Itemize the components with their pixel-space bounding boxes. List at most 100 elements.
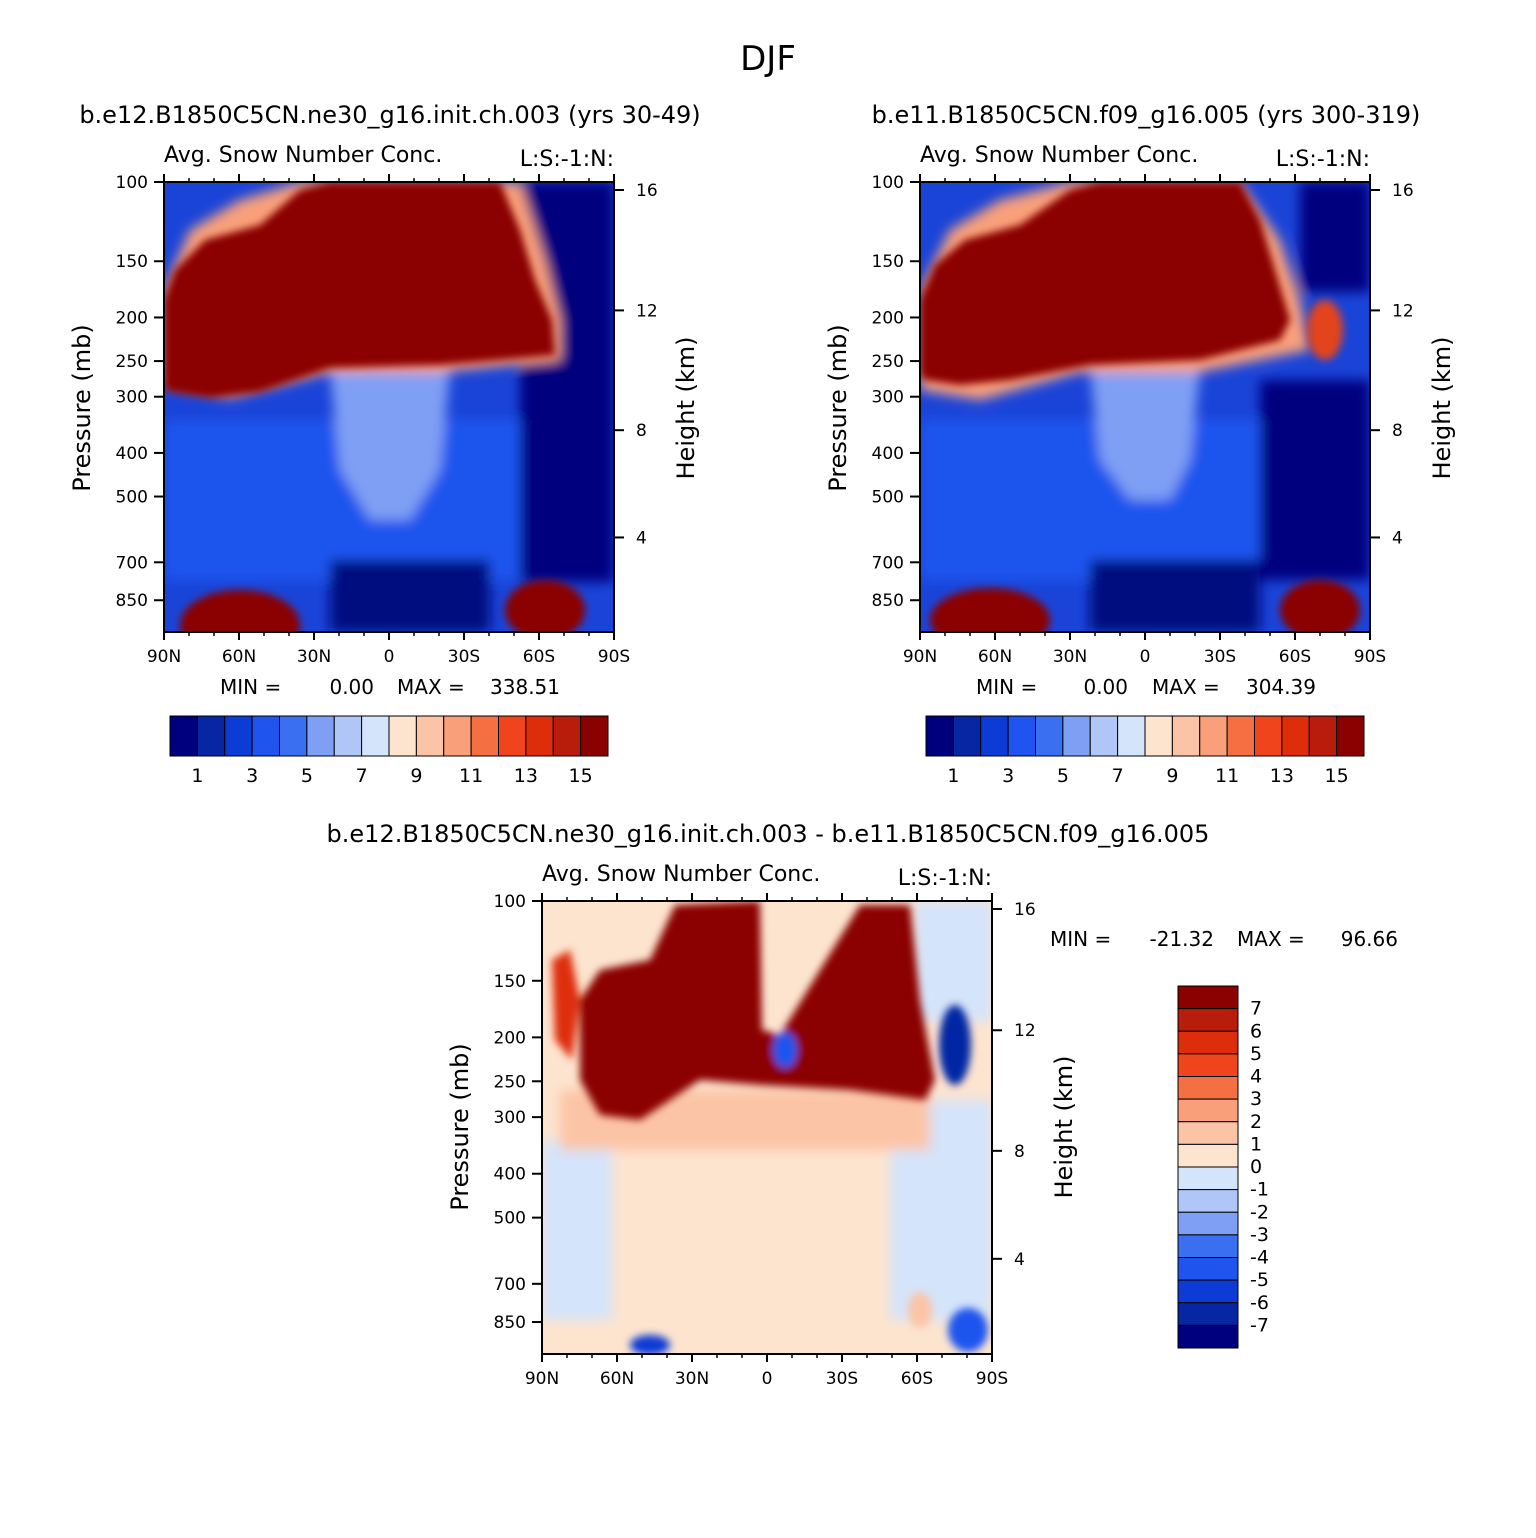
panel-variable-title: Avg. Snow Number Conc. bbox=[542, 862, 820, 887]
colorbar-swatch bbox=[980, 715, 1009, 757]
x-tick-label: 0 bbox=[384, 647, 395, 667]
panel-run-title: b.e12.B1850C5CN.ne30_g16.init.ch.003 (yr… bbox=[79, 101, 700, 129]
min-label: MIN = bbox=[220, 675, 281, 699]
colorbar-label: 3 bbox=[246, 765, 258, 787]
colorbar-swatch bbox=[1177, 1143, 1239, 1168]
figure-title: DJF bbox=[740, 39, 796, 79]
field-positive-difference bbox=[580, 901, 935, 1120]
colorbar-swatch bbox=[1199, 715, 1228, 757]
colorbar-swatch bbox=[1177, 1053, 1239, 1077]
colorbar-swatch bbox=[1177, 1302, 1239, 1326]
colorbar-swatch bbox=[925, 715, 954, 757]
y-tick-label: 150 bbox=[494, 972, 526, 992]
colorbar-swatch bbox=[1281, 715, 1310, 757]
x-tick-label: 60S bbox=[1279, 647, 1311, 667]
field-lower-mid bbox=[1090, 560, 1260, 632]
y-tick-label: 250 bbox=[116, 352, 148, 372]
y-axis-label: Pressure (mb) bbox=[824, 324, 852, 491]
colorbar-swatch bbox=[1089, 715, 1119, 757]
colorbar-swatch bbox=[1336, 715, 1365, 757]
panel-run-title: b.e11.B1850C5CN.f09_g16.005 (yrs 300-319… bbox=[872, 101, 1421, 129]
colorbar-label: 13 bbox=[514, 765, 538, 787]
colorbar-swatch bbox=[1144, 715, 1173, 757]
colorbar-swatch bbox=[1226, 715, 1255, 757]
colorbar-label: 15 bbox=[569, 765, 593, 787]
y-right-tick-label: 16 bbox=[636, 181, 658, 201]
y-tick-label: 100 bbox=[872, 173, 904, 193]
max-label: MAX = bbox=[1152, 675, 1220, 699]
colorbar-label: 6 bbox=[1250, 1020, 1262, 1042]
panel-variable-title: Avg. Snow Number Conc. bbox=[920, 143, 1198, 168]
min-label: MIN = bbox=[1050, 927, 1111, 951]
contour-field bbox=[164, 182, 614, 632]
y-right-tick-label: 12 bbox=[1392, 301, 1414, 321]
colorbar-swatch bbox=[1177, 1166, 1239, 1191]
x-tick-label: 90N bbox=[903, 647, 937, 667]
colorbar-swatch bbox=[470, 715, 499, 757]
colorbar-swatch bbox=[1177, 1279, 1239, 1304]
colorbar-label: 5 bbox=[1250, 1043, 1262, 1065]
y-tick-label: 100 bbox=[116, 173, 148, 193]
field-sh-secondary-max bbox=[1307, 300, 1343, 360]
max-value: 304.39 bbox=[1246, 675, 1316, 699]
x-tick-label: 90N bbox=[525, 1369, 559, 1389]
field-surface-negative-west bbox=[630, 1335, 670, 1354]
colorbar-swatch bbox=[251, 715, 280, 757]
colorbar-swatch bbox=[1177, 1211, 1239, 1236]
y-tick-label: 150 bbox=[872, 252, 904, 272]
colorbar-label: 1 bbox=[947, 765, 959, 787]
field-nh-lowlevel-max bbox=[930, 588, 1050, 632]
y-right-tick-label: 8 bbox=[1392, 421, 1403, 441]
colorbar-label: 7 bbox=[1250, 998, 1262, 1020]
colorbar-label: 4 bbox=[1250, 1066, 1262, 1088]
field-sh-lowlevel-max bbox=[505, 580, 585, 632]
panel-difference: b.e12.B1850C5CN.ne30_g16.init.ch.003 - b… bbox=[327, 820, 1398, 1389]
field-east-negative-core bbox=[939, 1005, 971, 1085]
colorbar-label: 11 bbox=[459, 765, 483, 787]
max-label: MAX = bbox=[1237, 927, 1305, 951]
colorbar-swatch bbox=[1177, 1098, 1239, 1123]
y-tick-label: 250 bbox=[494, 1072, 526, 1092]
min-value: 0.00 bbox=[1083, 675, 1128, 699]
colorbar-label: 15 bbox=[1325, 765, 1349, 787]
field-surface-negative-east bbox=[948, 1308, 988, 1352]
colorbar-label: 7 bbox=[1112, 765, 1124, 787]
y-tick-label: 300 bbox=[494, 1108, 526, 1128]
colorbar-swatch bbox=[279, 715, 308, 757]
y-right-tick-label: 8 bbox=[1014, 1142, 1025, 1162]
x-tick-label: 60N bbox=[978, 647, 1012, 667]
colorbar-label: 3 bbox=[1250, 1088, 1262, 1110]
colorbar-swatch bbox=[1177, 1257, 1239, 1281]
y-tick-label: 500 bbox=[494, 1209, 526, 1229]
colorbar-label: 2 bbox=[1250, 1111, 1262, 1133]
colorbar-label: -4 bbox=[1250, 1247, 1269, 1269]
x-tick-label: 90S bbox=[976, 1369, 1008, 1389]
y-right-tick-label: 4 bbox=[636, 528, 647, 548]
y-tick-label: 850 bbox=[872, 591, 904, 611]
y-tick-label: 400 bbox=[494, 1165, 526, 1185]
colorbar-label: 9 bbox=[410, 765, 422, 787]
y-tick-label: 500 bbox=[116, 488, 148, 508]
y-tick-label: 400 bbox=[872, 444, 904, 464]
colorbar-swatch bbox=[1177, 1008, 1239, 1032]
colorbar-label: 5 bbox=[1057, 765, 1069, 787]
field-upper-maximum bbox=[920, 182, 1290, 385]
colorbar-swatch bbox=[952, 715, 982, 757]
x-tick-label: 30S bbox=[448, 647, 480, 667]
colorbar-swatch bbox=[169, 715, 198, 757]
colorbar-label: 0 bbox=[1250, 1156, 1262, 1178]
colorbar-swatch bbox=[1177, 1324, 1239, 1349]
colorbar-swatch bbox=[1308, 715, 1338, 757]
max-value: 96.66 bbox=[1341, 927, 1398, 951]
x-tick-label: 30N bbox=[297, 647, 331, 667]
field-top-right-negative bbox=[915, 901, 992, 1021]
field-lower-mid bbox=[330, 560, 490, 632]
panel-top-right: b.e11.B1850C5CN.f09_g16.005 (yrs 300-319… bbox=[824, 101, 1456, 787]
contour-field bbox=[542, 901, 992, 1354]
x-tick-label: 30S bbox=[826, 1369, 858, 1389]
contour-field bbox=[920, 182, 1370, 632]
colorbar-swatch bbox=[388, 715, 417, 757]
x-tick-label: 0 bbox=[762, 1369, 773, 1389]
colorbar-swatch bbox=[498, 715, 527, 757]
y-right-tick-label: 4 bbox=[1014, 1250, 1025, 1270]
